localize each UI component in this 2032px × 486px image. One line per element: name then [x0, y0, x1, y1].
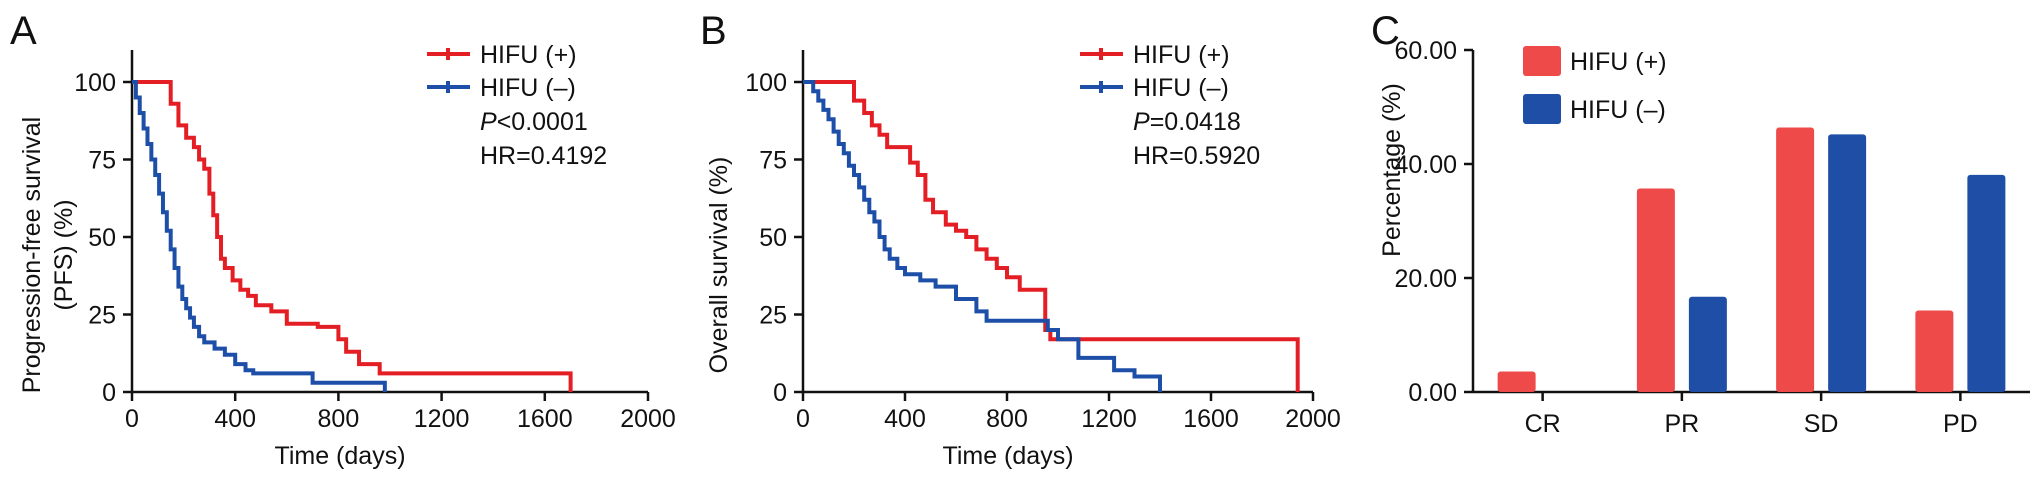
panel-c-ylabel: Percentage (%) [1378, 83, 1406, 257]
x-tick-label: SD [1804, 410, 1839, 438]
p-value-b-value: =0.0418 [1150, 108, 1241, 136]
bar-sd-hifu-pos [1776, 127, 1815, 393]
panel-letter-c: C [1371, 9, 1400, 53]
legend-label-hifu-neg: HIFU (–) [1570, 96, 1666, 124]
panel-a-ylabel-line1: Progression-free survival [18, 117, 46, 394]
hazard-ratio-a: HR=0.4192 [480, 142, 607, 170]
bar-pr-hifu-pos [1636, 188, 1675, 392]
legend-label-hifu-pos: HIFU (+) [1133, 41, 1230, 69]
y-tick-label: 60.00 [1394, 37, 1457, 65]
p-value-a-value: <0.0001 [497, 108, 588, 136]
panel-b-ylabel-line1: Overall survival (%) [705, 157, 733, 374]
x-tick-label: 2000 [620, 405, 676, 433]
panel-c-legend: HIFU (+) HIFU (–) [1523, 46, 1667, 124]
y-tick-label: 100 [745, 69, 787, 97]
y-tick-label: 50 [88, 224, 116, 252]
bar-cr-hifu-pos [1497, 371, 1536, 392]
panel-c: C Percentage (%) 0.00 20.00 40.00 60.00 CR PR… [1371, 9, 2030, 438]
y-tick-label: 40.00 [1394, 151, 1457, 179]
panel-a: A Progression-free survival (PFS) (%) Ti… [10, 9, 676, 470]
km-curve-hifu-neg [803, 80, 1162, 392]
hazard-ratio-b: HR=0.5920 [1133, 142, 1260, 170]
panel-b-ylabel: Overall survival (%) [705, 157, 733, 374]
x-tick-label: 400 [884, 405, 926, 433]
x-tick-label: 400 [214, 405, 256, 433]
p-value-b: P=0.0418 [1133, 108, 1241, 136]
legend-swatch-hifu-neg [1523, 94, 1561, 124]
legend-label-hifu-pos: HIFU (+) [480, 41, 577, 69]
y-tick-label: 0 [773, 379, 787, 407]
bar-pd-hifu-pos [1915, 310, 1954, 392]
x-tick-label: PD [1943, 410, 1978, 438]
panel-b-plot: 0 400 800 1200 1600 2000 0 25 50 75 100 [745, 50, 1341, 433]
panel-a-plot: 0 400 800 1200 1600 2000 0 25 50 75 100 [74, 50, 676, 433]
legend-label-hifu-neg: HIFU (–) [480, 74, 576, 102]
panel-a-legend: HIFU (+) HIFU (–) P<0.0001 HR=0.4192 [427, 41, 607, 170]
panel-letter-b: B [700, 9, 727, 53]
panel-a-ylabel: Progression-free survival (PFS) (%) [18, 117, 78, 394]
y-tick-label: 75 [759, 147, 787, 175]
panel-a-ylabel-line2: (PFS) (%) [50, 199, 78, 310]
y-tick-label: 0 [102, 379, 116, 407]
km-curve-hifu-neg [132, 80, 387, 392]
p-value-b-prefix: P [1133, 108, 1150, 136]
p-value-a: P<0.0001 [480, 108, 588, 136]
x-tick-label: 800 [986, 405, 1028, 433]
x-tick-label: 800 [318, 405, 360, 433]
bar-sd-hifu-neg [1828, 134, 1867, 393]
legend-swatch-hifu-pos [1523, 46, 1561, 76]
legend-label-hifu-neg: HIFU (–) [1133, 74, 1229, 102]
y-tick-label: 25 [759, 302, 787, 330]
x-tick-label: 1200 [414, 405, 470, 433]
x-tick-label: CR [1525, 410, 1561, 438]
p-value-a-prefix: P [480, 108, 497, 136]
y-tick-label: 75 [88, 147, 116, 175]
x-tick-label: 1600 [1183, 405, 1239, 433]
km-curve-hifu-pos [803, 80, 1300, 392]
x-tick-label: 1600 [517, 405, 573, 433]
panel-b-xlabel: Time (days) [942, 442, 1073, 470]
km-curve-hifu-pos [132, 80, 573, 392]
bar-pd-hifu-neg [1967, 174, 2006, 392]
panel-letter-a: A [10, 9, 37, 53]
y-tick-label: 100 [74, 69, 116, 97]
panel-b: B Overall survival (%) Time (days) 0 400 8… [700, 9, 1341, 470]
panel-a-xlabel: Time (days) [274, 442, 405, 470]
y-tick-label: 50 [759, 224, 787, 252]
y-tick-label: 20.00 [1394, 265, 1457, 293]
x-tick-label: 0 [796, 405, 810, 433]
legend-label-hifu-pos: HIFU (+) [1570, 48, 1667, 76]
y-tick-label: 25 [88, 302, 116, 330]
x-tick-label: 0 [125, 405, 139, 433]
y-tick-label: 0.00 [1408, 379, 1457, 407]
panel-b-legend: HIFU (+) HIFU (–) P=0.0418 HR=0.5920 [1080, 41, 1260, 170]
x-tick-label: 2000 [1285, 405, 1341, 433]
bar-pr-hifu-neg [1688, 296, 1727, 392]
x-tick-label: PR [1665, 410, 1700, 438]
x-tick-label: 1200 [1081, 405, 1137, 433]
panel-c-ylabel-text: Percentage (%) [1378, 83, 1406, 257]
panel-c-plot: 0.00 20.00 40.00 60.00 CR PR SD PD [1394, 37, 2030, 438]
